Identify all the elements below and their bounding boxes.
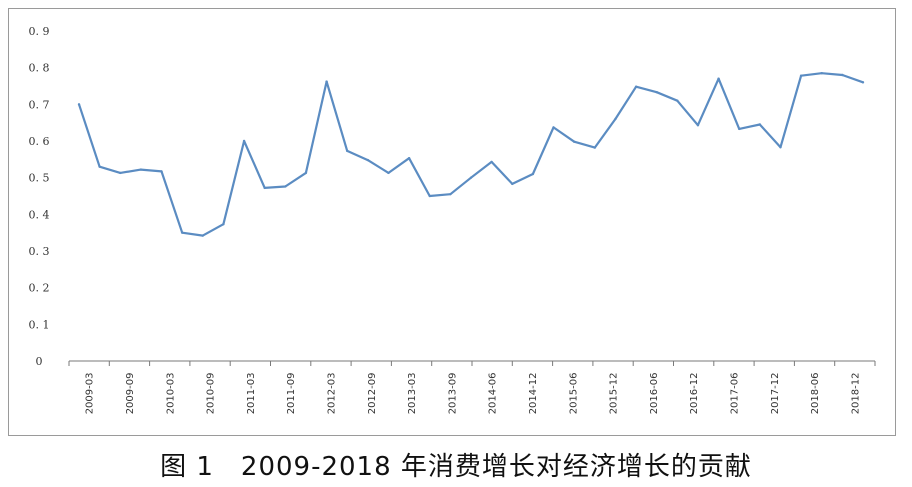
y-tick-label: 0. 5 [29,172,50,185]
y-tick-label: 0. 1 [29,318,50,331]
x-tick-label: 2015-12 [609,373,620,415]
data-point [325,80,328,83]
data-point [469,176,473,179]
data-point [841,73,844,77]
data-point [98,165,101,168]
x-tick-label: 2013-03 [407,373,418,415]
data-point [201,234,204,237]
x-tick-label: 2011-03 [246,373,257,415]
figure-caption: 图 1 2009-2018 年消费增长对经济增长的贡献 [160,452,752,482]
data-point [387,171,390,175]
data-point [758,123,762,126]
y-tick-label: 0. 8 [29,62,50,75]
data-point [139,168,143,171]
y-tick-label: 0. 4 [29,208,50,221]
data-point [428,194,431,198]
data-point [572,140,576,143]
x-tick-label: 2018-12 [850,373,861,415]
data-point [696,124,700,127]
data-point [180,231,184,234]
x-tick-label: 2017-06 [729,373,740,415]
line-chart: 0 0. 1 0. 2 0. 3 0. 4 0. 5 0. 6 0. 7 0. 8 0. 9 20… [29,25,876,415]
y-tick-label: 0. 6 [29,135,50,148]
data-point [552,126,555,129]
x-tick-label: 2010-09 [206,373,217,415]
data-point [160,170,163,173]
data-point [861,81,865,84]
data-point [634,85,638,88]
series-group [77,71,865,237]
y-tick-label: 0 [36,355,43,368]
x-tick-label: 2014-06 [488,373,499,415]
data-point [614,117,617,121]
data-point [284,185,287,188]
data-point [242,139,246,143]
x-tick-label: 2011-09 [286,373,297,415]
y-tick-label: 0. 3 [29,245,50,258]
data-point [738,127,741,131]
data-point [717,77,720,80]
x-tick-label: 2015-06 [568,373,579,415]
data-point [263,186,266,190]
x-tick-label: 2016-06 [649,373,660,415]
x-tick-label: 2014-12 [528,373,539,415]
x-tick-label: 2009-03 [85,373,96,415]
chart-frame: 0 0. 1 0. 2 0. 3 0. 4 0. 5 0. 6 0. 7 0. 8 0. 9 20… [8,8,896,436]
data-point [490,160,493,164]
x-tick-label: 2016-12 [689,373,700,415]
data-point [407,157,411,160]
data-point [655,91,658,94]
data-point [449,192,452,196]
x-tick-label: 2010-03 [165,373,176,415]
data-point [346,149,349,153]
x-tick-label: 2012-09 [367,373,378,415]
data-point [779,146,782,149]
x-tick-label: 2018-06 [810,373,821,415]
series-line [77,72,864,237]
x-tick-label: 2017-12 [770,373,781,415]
data-point [304,171,308,175]
data-point [366,158,370,162]
data-point [77,103,81,106]
y-tick-label: 0. 9 [29,25,50,38]
data-point [531,172,535,176]
data-point [511,182,514,186]
data-point [119,171,122,175]
y-axis: 0 0. 1 0. 2 0. 3 0. 4 0. 5 0. 6 0. 7 0. 8 0. 9 [29,25,50,368]
y-tick-label: 0. 2 [29,282,50,295]
x-tick-label: 2013-09 [447,373,458,415]
x-tick-label: 2009-09 [125,373,136,415]
x-axis: 2009-03 2009-09 2010-03 2010-09 2011-03 2011-… [68,360,876,415]
data-point [222,223,225,226]
x-tick-label: 2012-03 [326,373,337,415]
y-tick-label: 0. 7 [29,98,50,111]
data-point [799,74,803,77]
data-point [820,71,823,75]
data-point [676,99,679,102]
data-point [593,146,596,149]
